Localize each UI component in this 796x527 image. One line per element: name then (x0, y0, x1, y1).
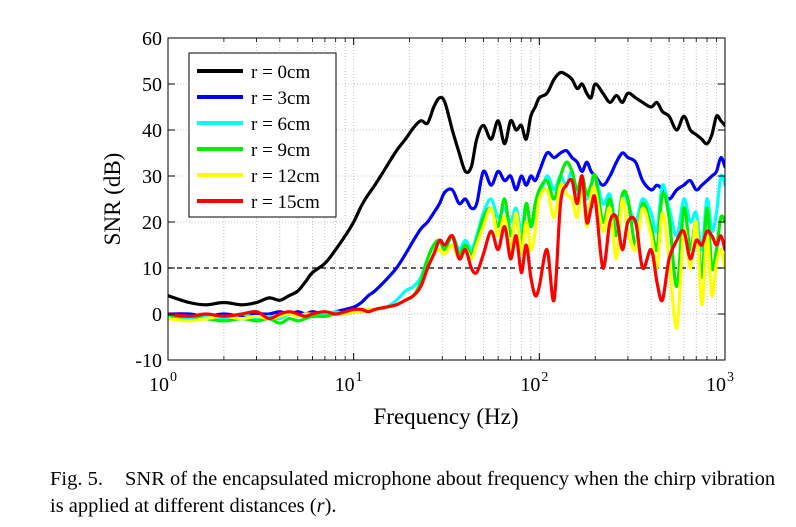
legend-label: r = 15cm (251, 192, 320, 213)
x-tick-exponent: 2 (541, 370, 548, 385)
legend-label: r = 9cm (251, 140, 310, 161)
figure-caption: Fig. 5. SNR of the encapsulated microphon… (50, 466, 780, 520)
x-tick-label: 10 2 (520, 370, 548, 396)
x-axis-label: Frequency (Hz) (374, 404, 519, 429)
y-tick-label: 0 (152, 304, 162, 326)
y-tick-label: 30 (142, 166, 162, 188)
series-lines (168, 70, 725, 330)
axis-ticks (167, 37, 726, 361)
legend: r = 0cm r = 3cm r = 6cm r = 9cm r = 12cm r = … (188, 52, 337, 218)
caption-variable: r (316, 495, 325, 517)
y-axis-label: SNR (dB) (100, 153, 125, 246)
legend-item: r = 15cm (197, 192, 320, 213)
legend-label: r = 3cm (251, 88, 310, 109)
legend-label: r = 0cm (251, 62, 310, 83)
y-tick-labels: -10 0 10 20 30 40 50 60 (135, 28, 162, 372)
x-tick-base: 10 (520, 374, 540, 396)
series-line-r-15cm (168, 174, 725, 321)
y-tick-label: 50 (142, 74, 162, 96)
y-tick-label: 60 (142, 28, 162, 50)
x-tick-exponent: 0 (170, 370, 177, 385)
legend-item: r = 12cm (197, 166, 320, 187)
x-tick-exponent: 1 (356, 370, 363, 385)
x-tick-exponent: 3 (727, 370, 734, 385)
y-tick-label: 40 (142, 120, 162, 142)
legend-item: r = 9cm (197, 140, 310, 161)
caption-text: SNR of the encapsulated microphone about… (50, 468, 776, 517)
series-line-r-9cm (168, 160, 725, 325)
x-tick-label: 10 0 (149, 370, 177, 396)
y-tick-label: 20 (142, 212, 162, 234)
caption-text-end: ). (324, 495, 337, 517)
legend-box (188, 52, 337, 218)
y-tick-label: -10 (135, 350, 162, 372)
x-tick-base: 10 (706, 374, 726, 396)
legend-item: r = 0cm (197, 62, 310, 83)
axes-box (167, 37, 726, 361)
x-tick-label: 10 1 (335, 370, 363, 396)
x-tick-label: 10 3 (706, 370, 734, 396)
caption-label: Fig. 5. (50, 468, 103, 490)
legend-item: r = 3cm (197, 88, 310, 109)
series-line-r-0cm (168, 70, 725, 307)
x-tick-base: 10 (335, 374, 355, 396)
y-tick-label: 10 (142, 258, 162, 280)
legend-item: r = 6cm (197, 114, 310, 135)
legend-label: r = 12cm (251, 166, 320, 187)
x-tick-labels: 10 0 10 1 10 2 10 3 (149, 370, 734, 396)
legend-label: r = 6cm (251, 114, 310, 135)
x-tick-base: 10 (149, 374, 169, 396)
